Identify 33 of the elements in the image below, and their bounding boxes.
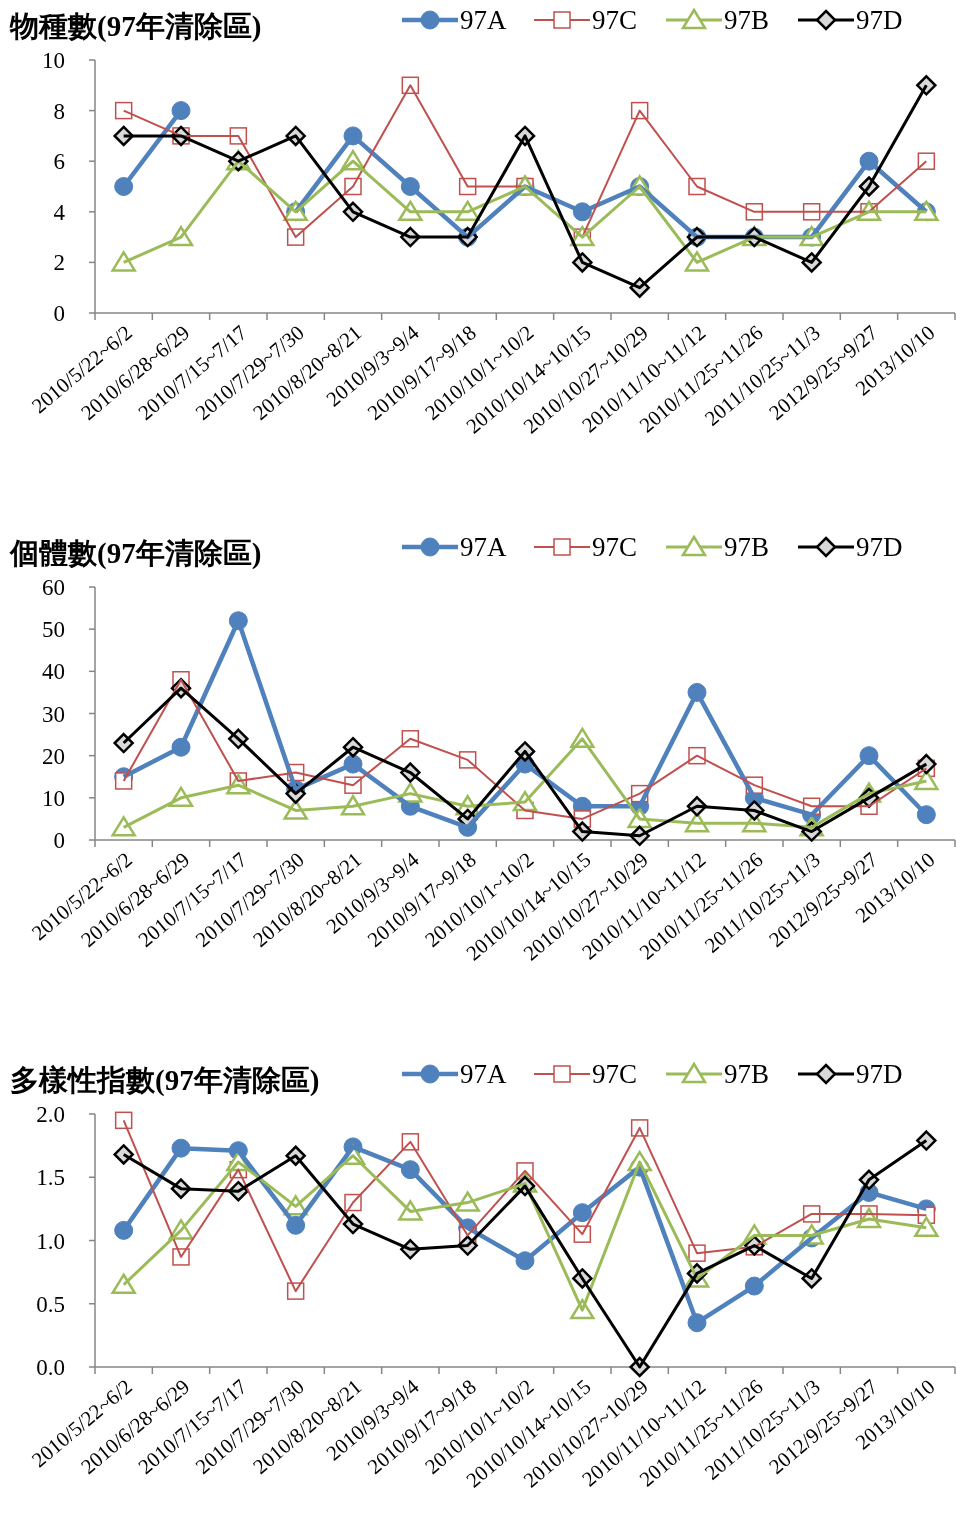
y-tick-label: 0 — [53, 301, 65, 326]
y-tick-label: 1.0 — [36, 1228, 65, 1254]
y-tick-label: 2.0 — [36, 1102, 65, 1127]
legend-label: 97B — [724, 532, 770, 562]
legend-label: 97C — [592, 1059, 638, 1089]
legend-label: 97D — [856, 1059, 903, 1089]
y-tick-label: 10 — [42, 48, 65, 73]
legend-label: 97B — [724, 5, 770, 35]
chart-title: 多樣性指數(97年清除區) — [10, 1064, 320, 1097]
y-tick-label: 40 — [42, 659, 65, 685]
y-tick-label: 0.5 — [36, 1291, 65, 1317]
legend-label: 97C — [592, 532, 638, 562]
legend-label: 97A — [460, 5, 507, 35]
y-tick-label: 2 — [53, 250, 65, 276]
legend-label: 97A — [460, 1059, 507, 1089]
chart-title: 個體數(97年清除區) — [9, 537, 262, 570]
y-tick-label: 10 — [42, 785, 65, 811]
y-tick-label: 0 — [53, 828, 65, 853]
y-tick-label: 50 — [42, 617, 65, 643]
legend-label: 97B — [724, 1059, 770, 1089]
y-tick-label: 30 — [42, 701, 65, 727]
legend-label: 97D — [856, 532, 903, 562]
y-tick-label: 1.5 — [36, 1165, 65, 1191]
legend-label: 97D — [856, 5, 903, 35]
chart-title: 物種數(97年清除區) — [9, 10, 262, 43]
legend-label: 97A — [460, 532, 507, 562]
y-tick-label: 6 — [53, 149, 65, 175]
y-tick-label: 8 — [53, 98, 65, 124]
y-tick-label: 20 — [42, 743, 65, 769]
legend-label: 97C — [592, 5, 638, 35]
y-tick-label: 60 — [42, 575, 65, 600]
y-tick-label: 4 — [53, 199, 66, 225]
y-tick-label: 0.0 — [36, 1355, 65, 1380]
